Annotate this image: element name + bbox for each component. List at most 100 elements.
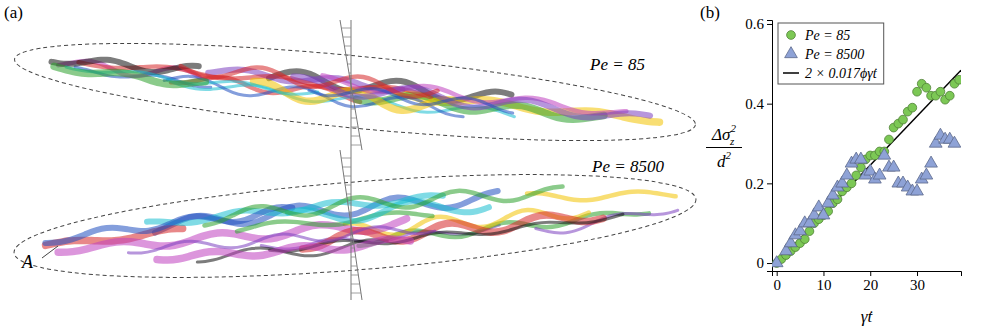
y-axis: 0 0.2 0.4 0.6 <box>745 16 772 271</box>
tick: 0.2 <box>745 176 772 192</box>
y-axis-title-denominator: d2 <box>717 149 732 171</box>
legend-key <box>783 72 799 74</box>
tick-label: 0.4 <box>745 96 764 112</box>
point <box>885 135 894 144</box>
tick-mark <box>767 263 772 264</box>
tick-label: 0 <box>773 277 781 293</box>
profile-arrow <box>351 293 361 294</box>
point <box>925 156 938 167</box>
tick-mark <box>767 104 772 105</box>
point <box>920 168 933 179</box>
profile-arrow <box>343 37 351 38</box>
axis-line <box>767 21 773 272</box>
flow-image <box>11 23 699 160</box>
panel-label: (b) <box>700 3 720 22</box>
profile-arrow <box>351 239 353 240</box>
tick-label: 0.6 <box>745 16 764 32</box>
point <box>908 103 917 112</box>
profile-edge <box>340 150 362 300</box>
y-title-part: 2 <box>730 122 736 134</box>
figure: (a) Pe = 85 Pe = 8500 A (b) 0 10 20 30 0 0.2 0.4 0.6… <box>0 0 996 333</box>
streak <box>301 210 603 249</box>
point <box>899 115 908 124</box>
legend-frame <box>778 23 884 84</box>
point <box>913 87 922 96</box>
axis-line <box>773 272 962 277</box>
panel-b: (b)010203000.20.40.6γ̇tΔσ2zd2Pe = 85Pe =… <box>700 3 963 326</box>
profile-arrow <box>351 127 358 128</box>
panel-label: (a) <box>4 3 23 22</box>
bottom-label: Pe = 8500 <box>591 157 664 176</box>
tick-mark <box>777 271 778 276</box>
annotation-leader <box>42 246 58 258</box>
profile-arrow <box>351 109 355 110</box>
profile-arrow <box>347 64 351 65</box>
tick-label: 30 <box>910 277 925 293</box>
y-title-part: z <box>729 135 735 147</box>
profile-arrow <box>346 55 351 56</box>
streak <box>292 76 651 125</box>
profile-arrow <box>342 167 351 168</box>
profile-arrow <box>351 100 354 101</box>
tick-mark <box>917 271 918 276</box>
y-axis-title-numerator: Δσ2z <box>711 122 736 147</box>
point <box>878 148 891 159</box>
point <box>911 184 924 195</box>
point <box>840 168 853 179</box>
y-title-part: 2 <box>726 149 732 161</box>
point <box>817 208 830 219</box>
tick: 20 <box>863 271 878 293</box>
tick: 30 <box>910 271 925 293</box>
point <box>936 87 945 96</box>
tick-label: 0.2 <box>745 176 764 192</box>
legend-key <box>787 31 796 40</box>
profile-arrow <box>350 82 352 83</box>
fit-line <box>777 70 961 263</box>
profile-arrow <box>351 275 358 276</box>
point <box>945 91 954 100</box>
streak <box>128 222 435 257</box>
profile-arrow <box>350 221 352 222</box>
envelope <box>11 23 699 160</box>
profile-arrow <box>351 266 357 267</box>
profile-arrow <box>351 118 357 119</box>
annotation: A <box>21 252 34 272</box>
profile-arrow <box>351 145 361 146</box>
profile-arrow <box>349 212 351 213</box>
tick-mark <box>823 271 824 276</box>
tick: 10 <box>816 271 831 293</box>
profile-arrow <box>344 176 351 177</box>
profile-arrow <box>346 194 351 195</box>
point <box>772 256 783 267</box>
fraction-bar <box>706 147 742 148</box>
tick-label: 20 <box>863 277 878 293</box>
streak <box>203 181 563 225</box>
profile-arrow <box>341 158 351 159</box>
streak <box>180 59 438 99</box>
x-axis: 0 10 20 30 <box>773 271 962 293</box>
x-axis-title: γ̇t <box>861 307 874 326</box>
profile-arrow <box>351 248 354 249</box>
profile-arrow <box>351 284 360 285</box>
tick: 0.4 <box>745 96 772 112</box>
tick: 0 <box>757 255 773 271</box>
streak <box>44 206 294 243</box>
tick: 0 <box>773 271 781 293</box>
tick-label: 10 <box>816 277 831 293</box>
legend-label: Pe = 8500 <box>804 47 864 62</box>
legend-label: Pe = 85 <box>804 28 850 43</box>
profile-arrow <box>351 230 353 231</box>
tick: 0.6 <box>745 16 772 32</box>
envelope <box>11 155 700 296</box>
tick-mark <box>767 183 772 184</box>
profile-arrow <box>345 185 351 186</box>
profile-edge <box>340 20 362 150</box>
legend: Pe = 85 Pe = 8500 2 × 0.017ϕγ̇t <box>778 23 884 84</box>
flow-image <box>11 155 700 296</box>
streak <box>527 182 676 208</box>
profile-arrow <box>351 91 352 92</box>
point <box>887 160 900 171</box>
legend-label: 2 × 0.017ϕγ̇t <box>805 66 878 81</box>
point <box>955 75 961 84</box>
profile-arrow <box>351 257 356 258</box>
